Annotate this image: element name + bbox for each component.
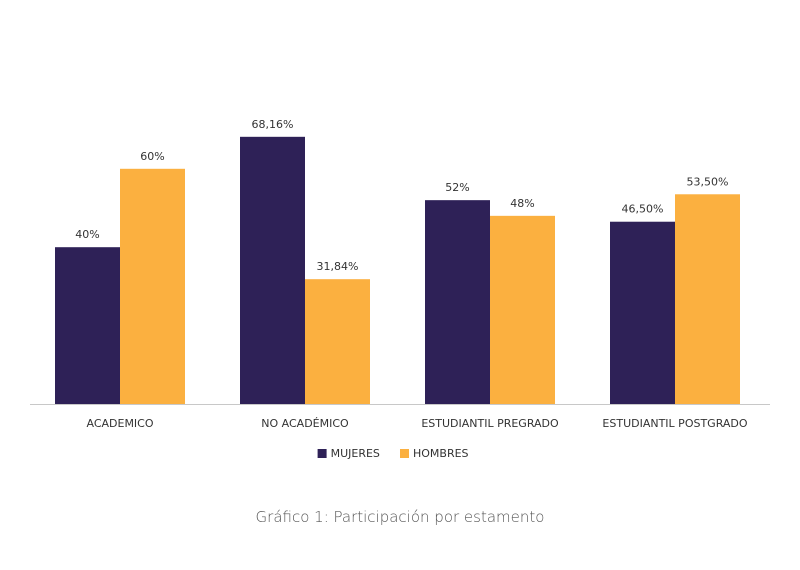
category-label-1: NO ACADÉMICO — [261, 417, 349, 430]
bar-mujeres-3 — [610, 221, 675, 404]
bar-mujeres-0 — [55, 247, 120, 404]
bar-mujeres-2 — [425, 200, 490, 404]
legend-label-mujeres: MUJERES — [331, 447, 380, 460]
data-label-mujeres-3: 46,50% — [622, 203, 664, 216]
data-label-mujeres-0: 40% — [75, 228, 99, 241]
bar-hombres-3 — [675, 194, 740, 404]
data-label-hombres-1: 31,84% — [317, 260, 359, 273]
legend-label-hombres: HOMBRES — [413, 447, 469, 460]
bar-hombres-1 — [305, 279, 370, 404]
category-label-0: ACADEMICO — [86, 417, 153, 430]
legend-swatch-hombres — [400, 449, 409, 458]
data-label-mujeres-2: 52% — [445, 181, 469, 194]
data-label-hombres-3: 53,50% — [687, 175, 729, 188]
bar-hombres-2 — [490, 215, 555, 404]
chart-caption: Gráfico 1: Participación por estamento — [255, 508, 545, 526]
category-label-2: ESTUDIANTIL PREGRADO — [421, 417, 559, 430]
data-label-hombres-2: 48% — [510, 197, 534, 210]
legend-swatch-mujeres — [317, 449, 327, 458]
data-label-mujeres-1: 68,16% — [252, 118, 294, 131]
bar-chart: 40% 60% ACADEMICO 68,16% 31,84% NO ACADÉMICO 5… — [30, 118, 770, 460]
bar-mujeres-1 — [240, 136, 305, 404]
data-label-hombres-0: 60% — [140, 150, 164, 163]
bar-hombres-0 — [120, 168, 185, 404]
category-label-3: ESTUDIANTIL POSTGRADO — [602, 417, 747, 430]
